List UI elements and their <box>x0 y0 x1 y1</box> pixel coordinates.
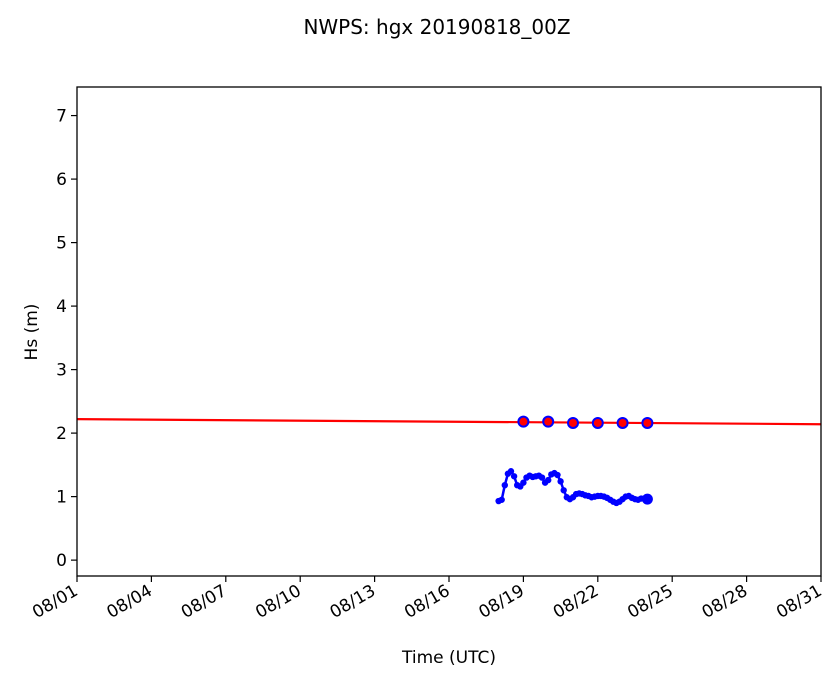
y-axis-ticks: 0 1 2 3 4 5 6 7 <box>56 107 77 571</box>
series-point <box>498 496 505 503</box>
y-tick-label: 5 <box>56 234 67 254</box>
marker-point <box>567 416 579 429</box>
chart-title: NWPS: hgx 20190818_00Z <box>303 15 570 39</box>
y-tick-label: 7 <box>56 107 67 127</box>
series-point <box>560 487 567 494</box>
plot-area <box>76 415 822 507</box>
series-point <box>520 479 527 486</box>
x-axis-label: Time (UTC) <box>401 648 496 668</box>
y-tick-label: 0 <box>56 551 67 571</box>
series-point <box>507 468 515 475</box>
y-tick-label: 1 <box>56 488 67 508</box>
series-point <box>554 471 561 479</box>
marker-point <box>517 415 530 428</box>
plot-frame <box>76 86 822 577</box>
y-axis-label: Hs (m) <box>22 304 42 361</box>
series-point <box>538 474 546 481</box>
y-tick-label: 4 <box>56 297 67 317</box>
series-point <box>545 476 552 484</box>
marker-point <box>641 416 654 429</box>
marker-point <box>591 416 604 429</box>
series-line-red <box>76 418 822 426</box>
y-tick-label: 6 <box>56 170 67 190</box>
y-tick-label: 3 <box>56 361 67 381</box>
series-point <box>557 478 564 485</box>
y-tick-label: 2 <box>56 424 67 444</box>
series-point <box>641 493 653 505</box>
marker-point <box>542 415 555 428</box>
marker-point <box>616 416 629 429</box>
series-point <box>501 481 508 489</box>
series-point <box>510 473 518 480</box>
